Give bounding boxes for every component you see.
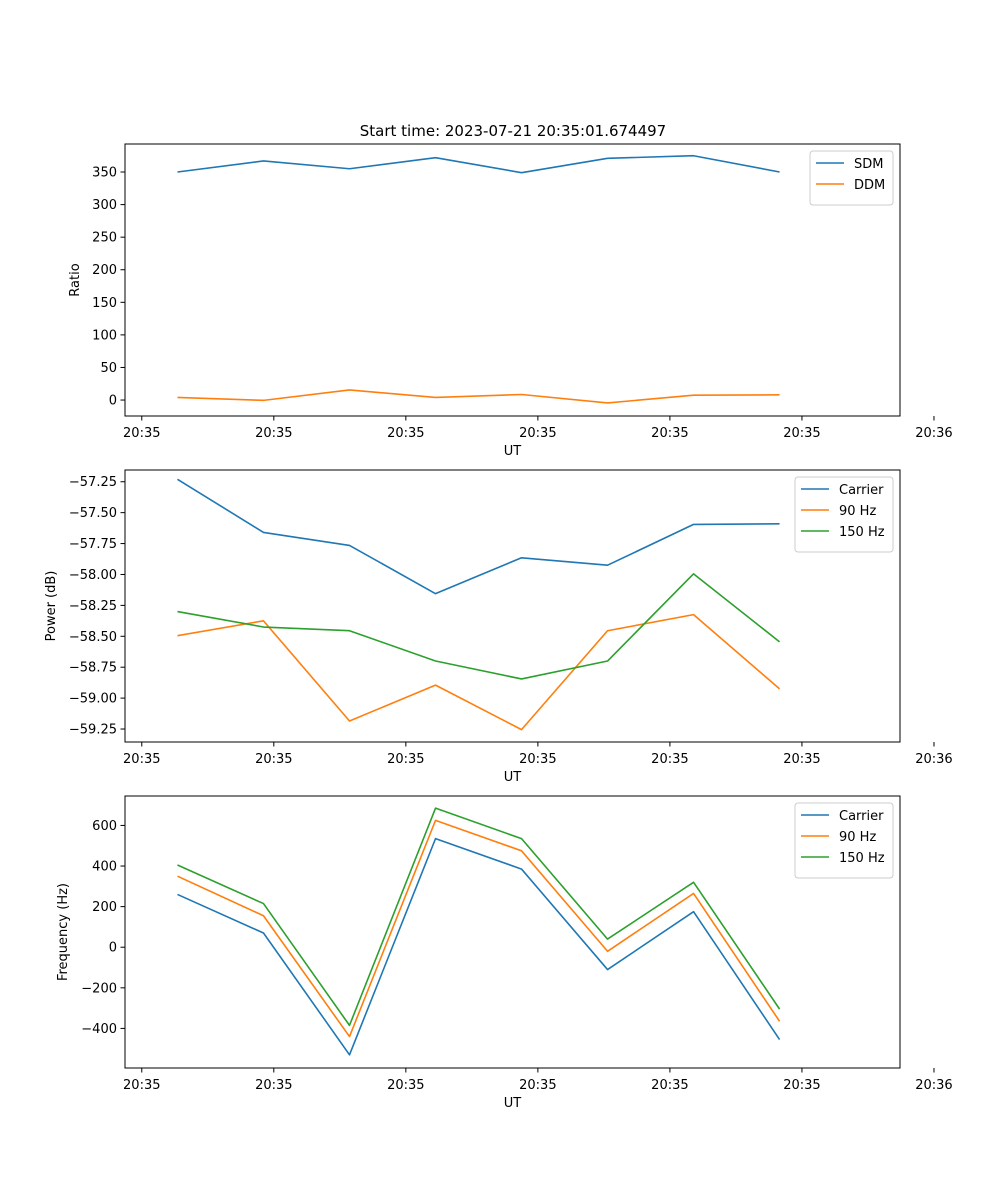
x-tick-label: 20:35 [255,1078,292,1093]
y-tick-label: −58.00 [69,568,117,583]
legend-label: Carrier [839,483,884,498]
x-axis-label: UT [504,770,522,785]
x-tick-label: 20:36 [915,752,952,767]
legend-label: 90 Hz [839,504,876,519]
legend-label: 150 Hz [839,525,885,540]
x-tick-label: 20:35 [783,752,820,767]
y-tick-label: −58.75 [69,661,117,676]
x-tick-label: 20:35 [783,426,820,441]
y-tick-label: −400 [81,1022,117,1037]
legend-box [794,476,894,553]
x-tick-label: 20:35 [123,426,160,441]
series-line-sdm [177,154,780,174]
y-tick-label: 0 [109,394,117,409]
x-tick-label: 20:35 [651,426,688,441]
legend-label: DDM [854,178,885,193]
series-line-150-hz [177,573,781,680]
legend-label: Carrier [839,809,884,824]
y-tick-label: −59.25 [69,723,117,738]
series-lines [177,807,781,1056]
y-axis-label: Frequency (Hz) [56,883,71,981]
axes-frame [124,143,901,417]
y-tick-label: 150 [92,296,117,311]
y-tick-label: −58.25 [69,599,117,614]
legend-label: 150 Hz [839,851,885,866]
x-tick-label: 20:36 [915,1078,952,1093]
legend-label: 90 Hz [839,830,876,845]
y-tick-label: 200 [92,900,117,915]
x-tick-label: 20:35 [387,426,424,441]
x-tick-label: 20:35 [255,426,292,441]
x-axis-label: UT [504,1096,522,1111]
x-tick-label: 20:35 [519,1078,556,1093]
series-line-ddm [177,389,780,404]
y-tick-label: 600 [92,819,117,834]
panel-1: 20:35 20:35 20:35 20:35 20:35 20:35 20:36 0 50 10… [68,143,953,459]
x-tick-label: 20:35 [123,1078,160,1093]
x-tick-label: 20:35 [651,752,688,767]
x-tick-label: 20:35 [387,752,424,767]
y-tick-label: 300 [92,198,117,213]
series-line-90-hz [177,613,781,731]
y-tick-label: −58.50 [69,630,117,645]
x-tick-label: 20:35 [783,1078,820,1093]
y-tick-label: 200 [92,263,117,278]
y-axis-label: Ratio [68,263,83,296]
series-line-carrier [177,478,780,595]
series-lines [177,154,780,404]
legend: SDM DDM [809,150,894,206]
y-tick-label: 250 [92,231,117,246]
x-tick-label: 20:36 [915,426,952,441]
axes-frame [124,469,901,743]
x-tick-label: 20:35 [387,1078,424,1093]
legend-label: SDM [854,157,883,172]
y-tick-label: 0 [109,941,117,956]
series-line-carrier [177,837,781,1056]
y-tick-label: −57.75 [69,537,117,552]
series-line-90-hz [177,819,781,1038]
y-tick-label: 50 [100,361,117,376]
y-tick-label: −59.00 [69,692,117,707]
legend-box [794,802,894,879]
panel-2: 20:35 20:35 20:35 20:35 20:35 20:35 20:36 −59.2… [44,469,953,785]
axes-frame [124,795,901,1069]
x-tick-label: 20:35 [519,752,556,767]
x-axis-label: UT [504,444,522,459]
y-tick-label: −200 [81,981,117,996]
x-tick-label: 20:35 [123,752,160,767]
y-axis-label: Power (dB) [44,571,59,642]
y-tick-label: 350 [92,166,117,181]
legend: Carrier 90 Hz 150 Hz [794,802,894,879]
panel-3: 20:35 20:35 20:35 20:35 20:35 20:35 20:36 −400 −… [56,795,953,1111]
legend-box [809,150,894,206]
y-tick-label: 100 [92,328,117,343]
x-tick-label: 20:35 [519,426,556,441]
y-tick-label: 400 [92,860,117,875]
legend: Carrier 90 Hz 150 Hz [794,476,894,553]
y-tick-label: −57.25 [69,475,117,490]
y-tick-label: −57.50 [69,506,117,521]
x-tick-label: 20:35 [255,752,292,767]
x-tick-label: 20:35 [651,1078,688,1093]
figure-title: Start time: 2023-07-21 20:35:01.674497 [360,122,666,140]
series-line-150-hz [177,807,781,1027]
series-lines [177,478,781,731]
